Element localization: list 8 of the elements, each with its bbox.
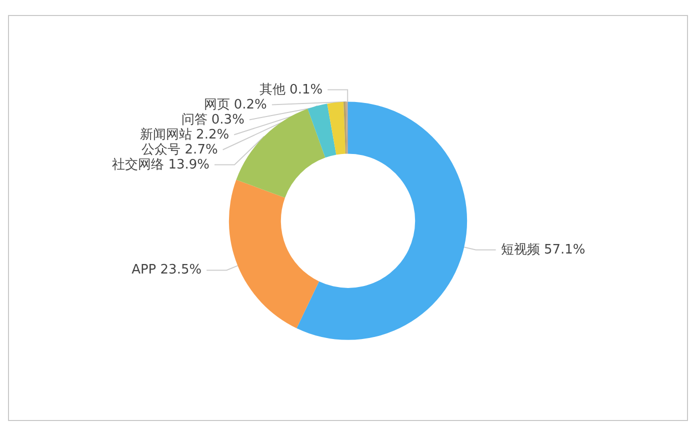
- slice-label: 公众号 2.7%: [142, 142, 218, 158]
- slice-label: 社交网络 13.9%: [112, 156, 210, 172]
- slice-label: 其他 0.1%: [259, 82, 323, 98]
- slice-label: 新闻网站 2.2%: [140, 127, 230, 142]
- slice-label: 问答 0.3%: [181, 112, 244, 128]
- slice-label: 网页 0.2%: [204, 97, 267, 112]
- slice-label: APP 23.5%: [132, 262, 202, 278]
- slice-label: 短视频 57.1%: [500, 242, 586, 258]
